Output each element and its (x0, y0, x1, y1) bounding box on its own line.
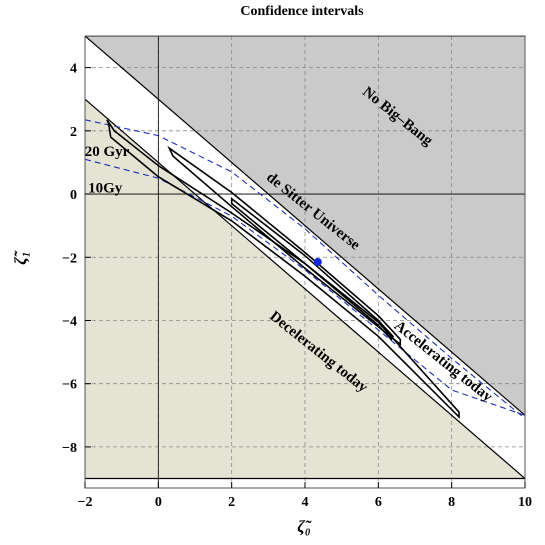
age-curve-20-gyr (85, 119, 525, 419)
x-axis-label: ζ̃₀ (297, 517, 311, 536)
y-tick-label: 0 (70, 188, 77, 203)
ticks-layer: −2 0 2 4 6 8 10 −8 −6 −4 −2 0 2 4 (62, 62, 532, 510)
y-tick-label: −2 (62, 251, 77, 266)
age-curves-layer (85, 119, 525, 419)
y-axis-label: ζ̃₁ (11, 250, 30, 264)
contours-layer (106, 119, 460, 419)
best-fit-point (313, 258, 322, 266)
contour-2 (167, 145, 402, 346)
x-tick-label: 4 (302, 495, 309, 510)
x-tick-label: −2 (78, 495, 93, 510)
y-tick-label: −6 (62, 378, 77, 393)
line-accelerating-today (85, 98, 525, 479)
annotation-20-gyr: 20 Gyr (85, 144, 130, 160)
x-tick-label: 0 (155, 495, 162, 510)
contour-3 (230, 197, 394, 341)
boundary-lines-layer (85, 36, 525, 480)
x-tick-label: 2 (228, 495, 235, 510)
annotation-10gy: 10Gy (88, 180, 123, 196)
x-tick-label: 8 (448, 495, 455, 510)
y-tick-label: −8 (62, 441, 77, 456)
y-tick-label: −4 (62, 314, 77, 329)
contour-1 (106, 119, 460, 419)
x-tick-label: 10 (518, 495, 532, 510)
best-fit-layer (313, 258, 322, 266)
line-de-sitter-universe (85, 36, 525, 416)
x-tick-label: 6 (375, 495, 382, 510)
age-curve-10gy (85, 158, 525, 416)
y-tick-label: 4 (70, 62, 77, 77)
y-tick-label: 2 (70, 125, 77, 140)
chart-title: Confidence intervals (240, 4, 364, 19)
